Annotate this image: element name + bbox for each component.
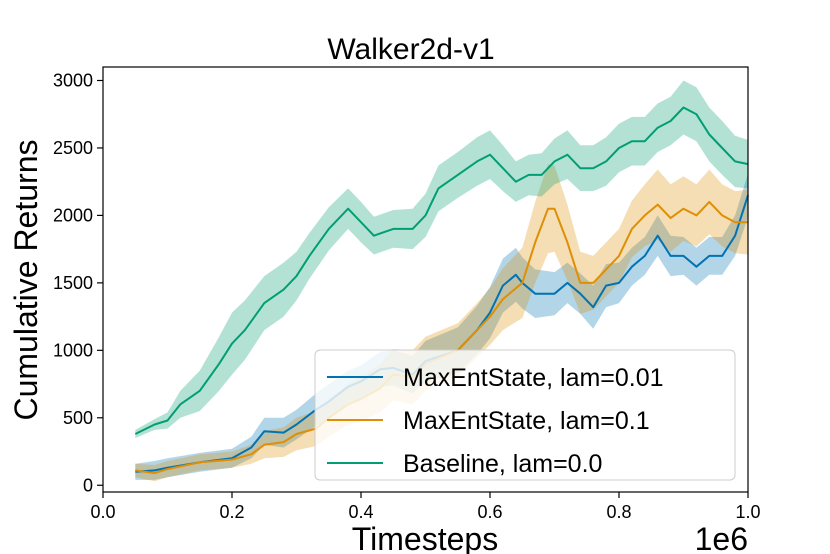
x-tick-label: 1.0 bbox=[735, 502, 760, 522]
series-2-line bbox=[134, 106, 749, 435]
y-tick-label: 1000 bbox=[53, 340, 93, 360]
legend: MaxEntState, lam=0.01 MaxEntState, lam=0.… bbox=[314, 349, 736, 481]
y-tick-label: 3000 bbox=[53, 70, 93, 90]
x-axis-offset-label: 1e6 bbox=[695, 521, 748, 554]
series-1-band bbox=[135, 164, 749, 482]
confidence-bands bbox=[135, 80, 749, 482]
y-tick-label: 0 bbox=[83, 475, 93, 495]
x-tick-label: 0.2 bbox=[219, 502, 244, 522]
series-1-line bbox=[135, 200, 748, 475]
x-axis-label: Timesteps bbox=[352, 521, 498, 554]
y-axis-label: Cumulative Returns bbox=[8, 140, 44, 421]
x-tick-label: 0.6 bbox=[477, 502, 502, 522]
series-2-band bbox=[135, 80, 749, 438]
x-axis: 0.0 0.2 0.4 0.6 0.8 1.0 bbox=[90, 492, 761, 522]
x-tick-label: 0.8 bbox=[606, 502, 631, 522]
legend-label-0: MaxEntState, lam=0.01 bbox=[403, 364, 664, 392]
y-axis: 0 500 1000 1500 2000 2500 3000 bbox=[53, 70, 103, 495]
legend-label-1: MaxEntState, lam=0.1 bbox=[403, 407, 650, 435]
chart-title: Walker2d-v1 bbox=[327, 33, 494, 66]
series-lines bbox=[134, 106, 749, 475]
legend-box bbox=[314, 349, 736, 481]
plot-frame bbox=[102, 66, 749, 493]
y-tick-label: 2500 bbox=[53, 138, 93, 158]
y-tick-label: 500 bbox=[63, 408, 93, 428]
x-tick-label: 0.0 bbox=[90, 502, 115, 522]
series-0-line bbox=[135, 194, 749, 473]
y-tick-label: 1500 bbox=[53, 273, 93, 293]
legend-label-2: Baseline, lam=0.0 bbox=[403, 450, 602, 478]
x-tick-label: 0.4 bbox=[348, 502, 373, 522]
y-tick-label: 2000 bbox=[53, 205, 93, 225]
